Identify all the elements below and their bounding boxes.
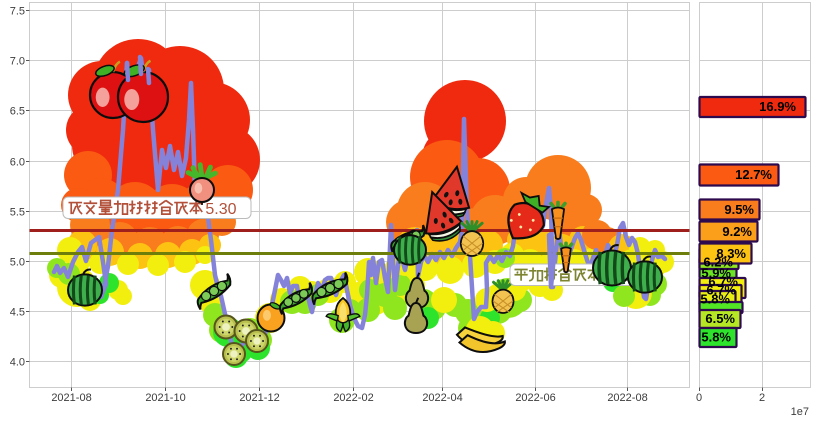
svg-text:4.0: 4.0 — [10, 357, 25, 369]
svg-text:5.8%: 5.8% — [701, 330, 731, 345]
svg-text:8.3%: 8.3% — [716, 246, 746, 261]
svg-text:1e7: 1e7 — [791, 406, 809, 418]
svg-text:6.0: 6.0 — [10, 157, 25, 169]
svg-text:9.5%: 9.5% — [724, 202, 754, 217]
svg-text:2021-12: 2021-12 — [239, 392, 279, 404]
svg-text:2022-08: 2022-08 — [607, 392, 647, 404]
svg-text:6.2%: 6.2% — [703, 255, 733, 270]
svg-text:2022-04: 2022-04 — [422, 392, 462, 404]
svg-text:5.30: 5.30 — [205, 201, 236, 218]
svg-text:6.7%: 6.7% — [708, 274, 738, 289]
svg-text:12.7%: 12.7% — [735, 167, 772, 182]
svg-text:6.5: 6.5 — [10, 106, 25, 118]
svg-text:4.5: 4.5 — [10, 307, 25, 319]
svg-text:2021-10: 2021-10 — [145, 392, 185, 404]
svg-text:2021-08: 2021-08 — [51, 392, 91, 404]
svg-text:5.9%: 5.9% — [701, 266, 731, 281]
svg-text:0: 0 — [696, 392, 702, 404]
svg-text:7.0: 7.0 — [10, 56, 25, 68]
svg-text:9.2%: 9.2% — [722, 224, 752, 239]
svg-text:6.5%: 6.5% — [705, 311, 735, 326]
svg-text:7.5: 7.5 — [10, 6, 25, 18]
svg-text:16.9%: 16.9% — [759, 99, 796, 114]
svg-text:2: 2 — [759, 392, 765, 404]
svg-text:6.7%: 6.7% — [706, 283, 736, 298]
svg-text:5.0: 5.0 — [10, 257, 25, 269]
svg-text:2022-06: 2022-06 — [515, 392, 555, 404]
svg-text:5.8%: 5.8% — [700, 292, 730, 307]
svg-text:2022-02: 2022-02 — [333, 392, 373, 404]
svg-text:5.5: 5.5 — [10, 207, 25, 219]
